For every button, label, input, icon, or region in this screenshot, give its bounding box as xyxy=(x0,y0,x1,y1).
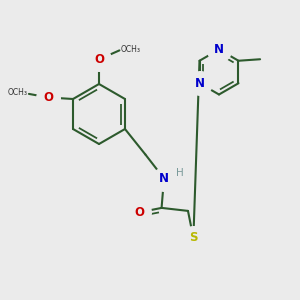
Text: H: H xyxy=(176,167,184,178)
Text: N: N xyxy=(214,43,224,56)
Text: O: O xyxy=(44,91,53,104)
Text: O: O xyxy=(134,206,144,219)
Text: OCH₃: OCH₃ xyxy=(8,88,28,98)
Text: O: O xyxy=(94,53,104,66)
Text: N: N xyxy=(194,77,205,90)
Text: N: N xyxy=(159,172,169,185)
Text: OCH₃: OCH₃ xyxy=(121,45,141,54)
Text: S: S xyxy=(189,231,198,244)
